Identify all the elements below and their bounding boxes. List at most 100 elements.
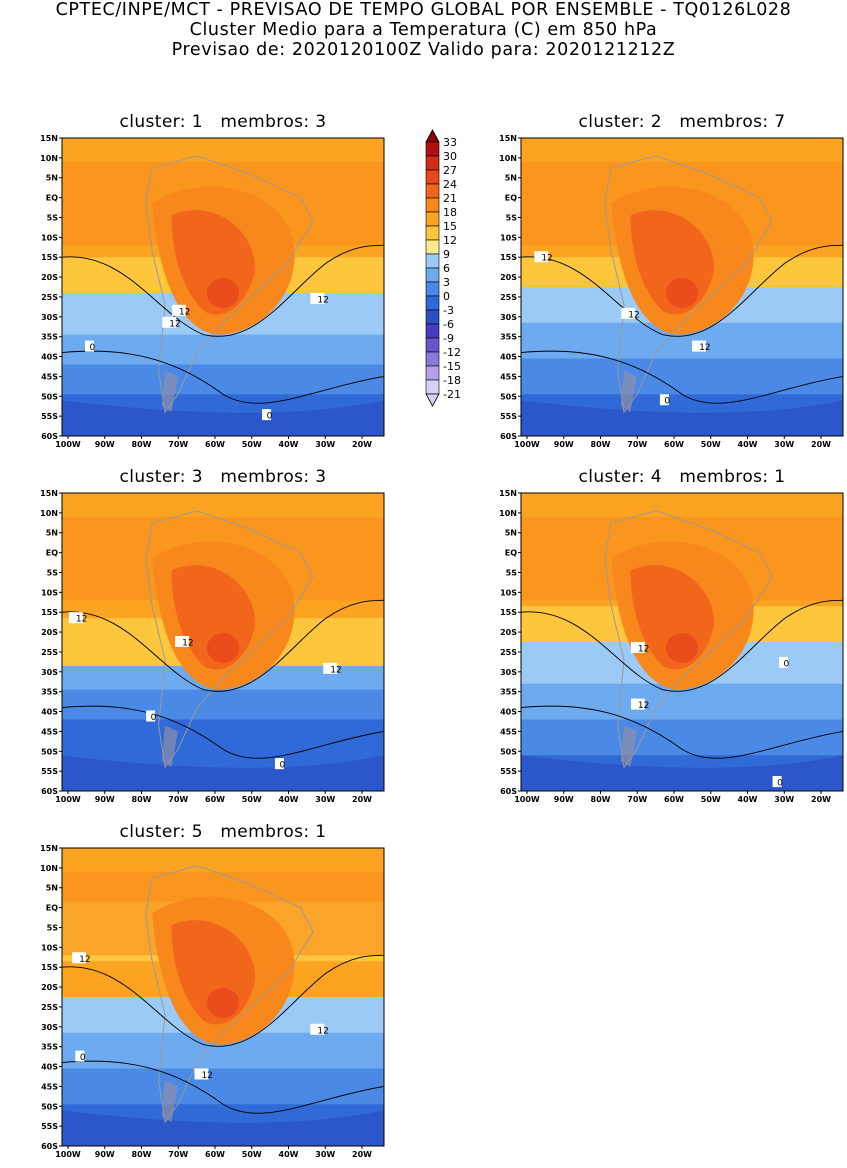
y-tick-label: 15S (41, 253, 58, 262)
colorbar-label: -21 (443, 388, 461, 401)
cold-region (521, 755, 843, 791)
colorbar-label: -9 (443, 332, 454, 345)
y-tick-label: 30S (500, 313, 517, 322)
colorbar-swatch (425, 309, 440, 325)
contour-label-bg (175, 636, 190, 647)
x-tick-label: 30W (315, 795, 335, 804)
contour-label-bg (621, 307, 636, 319)
colorbar-label: 3 (443, 276, 450, 289)
y-tick-label: EQ (46, 549, 58, 558)
colorbar-label: -15 (443, 360, 461, 373)
y-tick-label: 55S (41, 412, 58, 421)
y-tick-label: 45S (500, 372, 517, 381)
x-tick-label: 30W (315, 1150, 335, 1159)
x-tick-label: 50W (701, 795, 721, 804)
contour-label-bg (68, 612, 83, 624)
x-tick-label: 30W (774, 795, 794, 804)
contour-label-bg (72, 952, 87, 964)
hot-spot (206, 988, 240, 1018)
x-tick-label: 90W (95, 795, 115, 804)
x-tick-label: 20W (352, 795, 372, 804)
colorbar-label: 12 (443, 234, 457, 247)
y-tick-label: 50S (41, 1102, 58, 1111)
contour-label: 12 (317, 1026, 328, 1036)
colorbar-swatch (425, 225, 440, 241)
y-tick-label: 5S (506, 213, 518, 222)
colorbar-label: 27 (443, 164, 457, 177)
contour-label: 12 (330, 665, 341, 675)
y-tick-label: 15N (499, 134, 517, 143)
contour-label: 0 (279, 761, 285, 771)
x-tick-label: 20W (352, 440, 372, 449)
map-field: 12 12 12 0 (62, 848, 384, 1146)
contour-label-bg (534, 251, 549, 263)
y-tick-label: 25S (41, 1003, 58, 1012)
cold-region (62, 1110, 384, 1146)
contour-label-bg (310, 1023, 325, 1035)
contour-label-bg (146, 710, 156, 722)
patagonia-land (620, 725, 637, 768)
temperature-band (62, 364, 384, 396)
x-tick-label: 80W (132, 795, 152, 804)
colorbar-swatch (425, 239, 440, 255)
contour-label-bg (171, 304, 186, 316)
contour-label: 12 (638, 701, 649, 711)
y-tick-label: 25S (41, 293, 58, 302)
contour-label: 12 (179, 307, 190, 317)
contour-label-bg (75, 1050, 85, 1062)
contour-label-bg (194, 1068, 209, 1080)
contour-label: 0 (777, 779, 783, 789)
contour-12 (521, 244, 843, 337)
hot-spot (665, 278, 699, 308)
panel-1-title: cluster: 1 membros: 3 (119, 112, 327, 132)
y-tick-label: 10N (40, 509, 58, 518)
header-dates: Previsao de: 2020120100Z Valido para: 20… (171, 40, 676, 60)
y-tick-label: EQ (505, 194, 517, 203)
y-tick-label: 30S (41, 1023, 58, 1032)
colorbar-label: 6 (443, 262, 450, 275)
y-tick-label: 40S (41, 708, 58, 717)
colorbar-swatch (425, 141, 440, 157)
contour-label: 0 (267, 412, 273, 422)
y-tick-label: 10N (40, 154, 58, 163)
colorbar-swatch (425, 379, 440, 395)
x-tick-label: 40W (279, 1150, 299, 1159)
y-tick-label: 10S (41, 943, 58, 952)
y-tick-label: 50S (500, 747, 517, 756)
y-tick-label: 15N (40, 844, 58, 853)
temperature-band (521, 683, 843, 721)
y-tick-label: 5N (46, 529, 58, 538)
y-tick-label: 30S (41, 668, 58, 677)
y-tick-label: 50S (41, 392, 58, 401)
y-tick-label: 25S (41, 648, 58, 657)
x-tick-label: 20W (352, 1150, 372, 1159)
y-tick-label: 25S (500, 293, 517, 302)
y-tick-label: 10S (41, 588, 58, 597)
x-tick-label: 70W (168, 795, 188, 804)
colorbar-swatch (425, 183, 440, 199)
colorbar-swatch (425, 337, 440, 353)
x-tick-label: 60W (205, 1150, 225, 1159)
x-tick-label: 60W (205, 440, 225, 449)
coastline (145, 155, 314, 414)
colorbar-swatch (425, 197, 440, 213)
temperature-band (62, 689, 384, 721)
temperature-band (62, 719, 384, 757)
colorbar-label: -12 (443, 346, 461, 359)
y-tick-label: 15S (500, 608, 517, 617)
map-field: 12 12 12 0 0 (62, 138, 384, 436)
x-tick-label: 80W (591, 795, 611, 804)
x-tick-label: 50W (701, 440, 721, 449)
colorbar-swatch (425, 323, 440, 339)
y-tick-label: 5N (46, 174, 58, 183)
x-tick-label: 80W (132, 1150, 152, 1159)
y-tick-label: 55S (41, 1122, 58, 1131)
y-tick-label: 50S (41, 747, 58, 756)
contour-label-bg (274, 758, 284, 770)
colorbar-label: -3 (443, 304, 454, 317)
temperature-band (62, 1068, 384, 1106)
y-tick-label: 15S (41, 608, 58, 617)
temperature-band (521, 358, 843, 396)
contour-label-bg (630, 641, 645, 653)
